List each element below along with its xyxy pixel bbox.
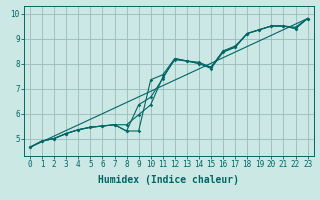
X-axis label: Humidex (Indice chaleur): Humidex (Indice chaleur): [98, 175, 239, 185]
